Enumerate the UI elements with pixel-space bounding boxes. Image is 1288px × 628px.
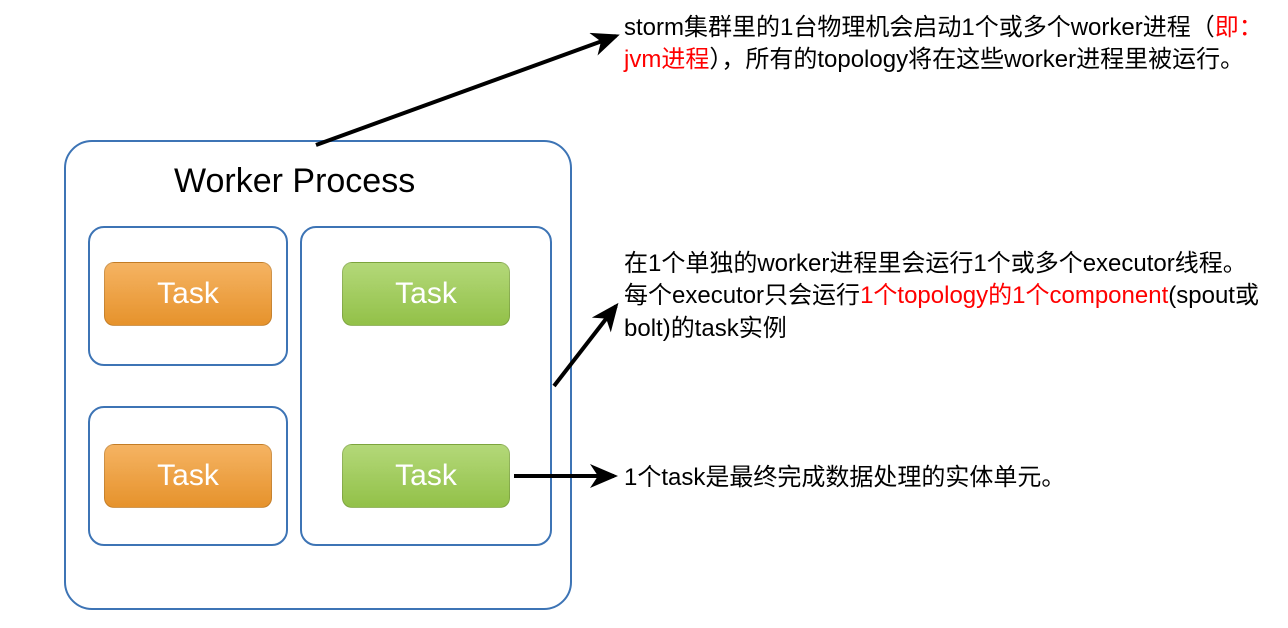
task-label: Task: [157, 459, 219, 493]
arrow-to-worker-annot: [316, 36, 616, 145]
task-label: Task: [395, 277, 457, 311]
task-label: Task: [157, 277, 219, 311]
annotation-segment: 1个task是最终完成数据处理的实体单元。: [624, 464, 1065, 491]
task-box-3: Task: [104, 444, 272, 508]
task-box-2: Task: [342, 262, 510, 326]
task-box-4: Task: [342, 444, 510, 508]
worker-process-title: Worker Process: [174, 162, 415, 201]
annotation-segment: ），所有的topology将在这些worker进程里被运行。: [709, 46, 1244, 73]
annotation-segment: 1个topology的1个component: [860, 282, 1168, 309]
annotation-worker: storm集群里的1台物理机会启动1个或多个worker进程（即：jvm进程），…: [624, 12, 1264, 77]
annotation-task: 1个task是最终完成数据处理的实体单元。: [624, 462, 1264, 494]
task-label: Task: [395, 459, 457, 493]
task-box-1: Task: [104, 262, 272, 326]
annotation-segment: storm集群里的1台物理机会启动1个或多个worker进程（: [624, 14, 1215, 41]
annotation-executor: 在1个单独的worker进程里会运行1个或多个executor线程。每个exec…: [624, 248, 1264, 345]
